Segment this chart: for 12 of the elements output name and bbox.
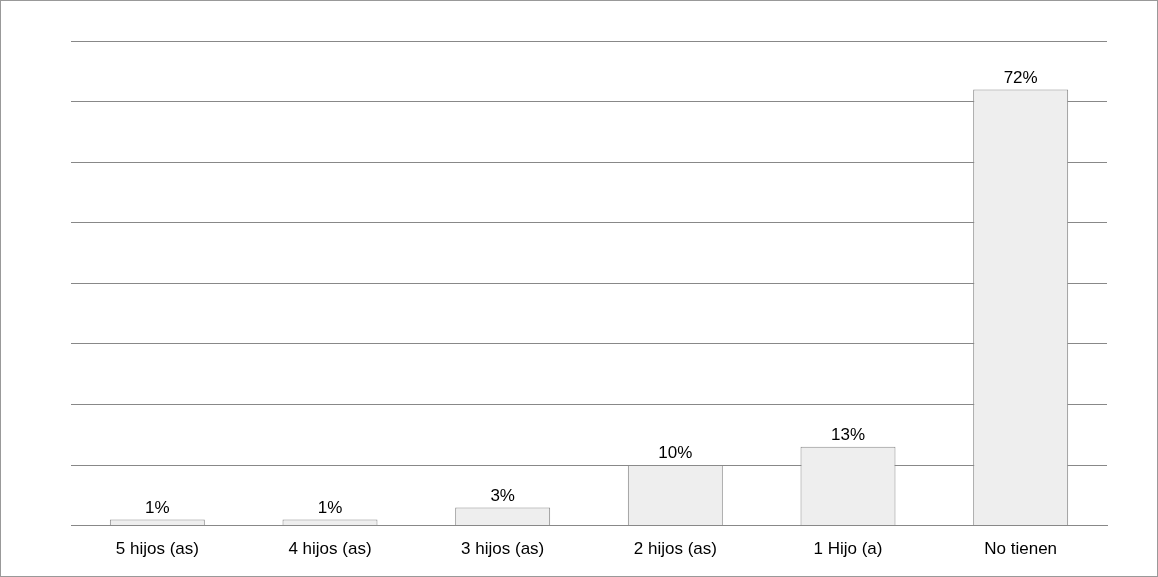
data-label: 13% <box>830 425 866 445</box>
x-tick-label: 5 hijos (as) <box>115 539 199 559</box>
data-label: 1% <box>145 497 170 517</box>
x-tick-label: No tienen <box>984 539 1058 559</box>
x-tick-label: 4 hijos (as) <box>288 539 372 559</box>
x-tick-label: 1 Hijo (a) <box>813 539 883 559</box>
data-label: 72% <box>1003 67 1038 87</box>
data-label: 3% <box>490 485 515 505</box>
data-label: 1% <box>317 497 343 517</box>
x-tick-label: 3 hijos (as) <box>461 539 545 559</box>
data-label: 10% <box>658 443 693 463</box>
x-tick-label: 2 hijos (as) <box>633 539 717 559</box>
